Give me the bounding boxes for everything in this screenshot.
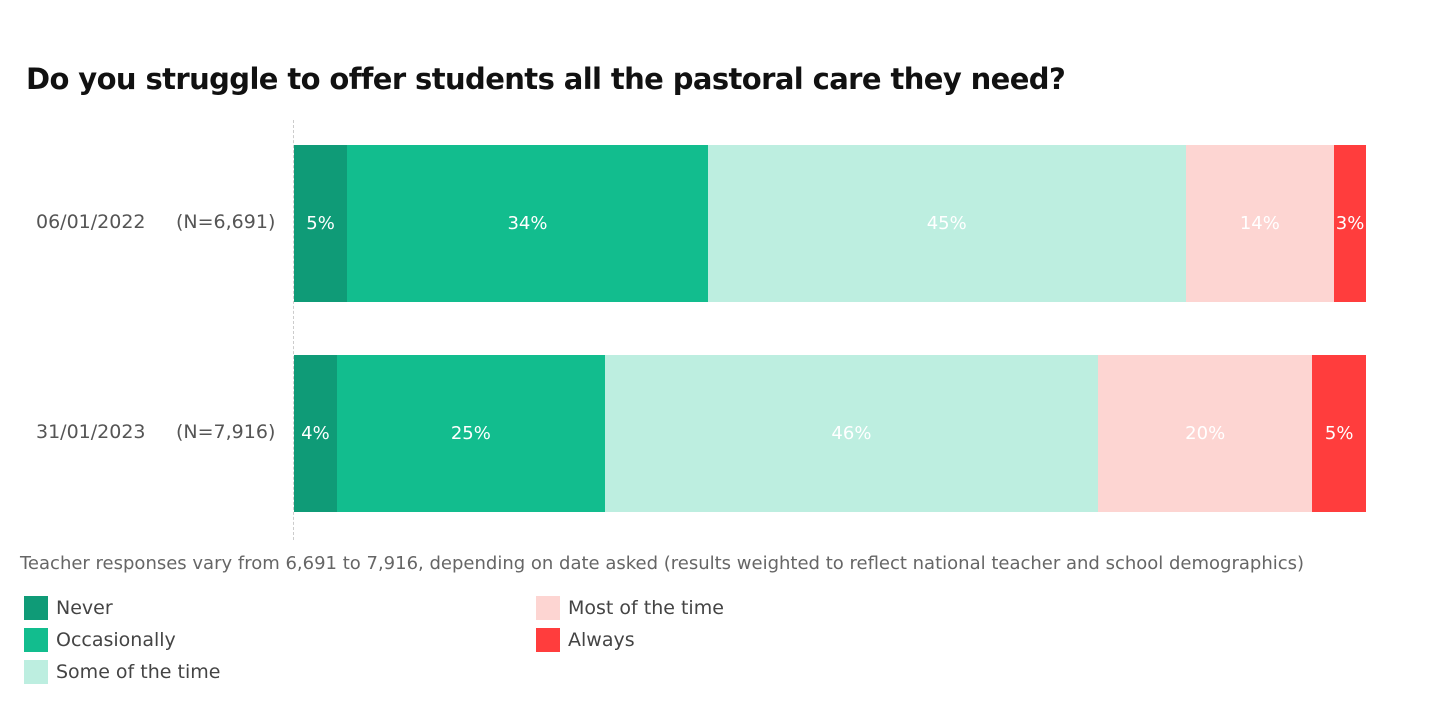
- legend-item: Never: [24, 596, 113, 620]
- data-label: 45%: [926, 213, 967, 234]
- data-label: 5%: [306, 213, 335, 234]
- data-label: 3%: [1335, 213, 1365, 234]
- bar-segment-some-of-the-time: 46%: [604, 355, 1098, 512]
- data-label: 20%: [1185, 423, 1226, 444]
- legend-item: Occasionally: [24, 628, 176, 652]
- category-label: 06/01/2022: [36, 211, 146, 233]
- axis-line: [293, 120, 294, 540]
- data-label: 25%: [450, 423, 491, 444]
- data-label: 14%: [1239, 213, 1280, 234]
- data-label: 46%: [831, 423, 872, 444]
- bar-segment-never: 5%: [294, 145, 348, 302]
- bar-segment-occasionally: 25%: [336, 355, 605, 512]
- legend-swatch: [24, 628, 48, 652]
- bar-segment-never: 4%: [294, 355, 337, 512]
- legend-label: Never: [56, 597, 113, 619]
- stacked-bar: 5% 34% 45% 14% 3%: [294, 145, 1366, 302]
- legend-swatch: [536, 628, 560, 652]
- legend-label: Some of the time: [56, 661, 221, 683]
- legend-label: Occasionally: [56, 629, 176, 651]
- bar-segment-occasionally: 34%: [347, 145, 708, 302]
- legend-swatch: [536, 596, 560, 620]
- bar-segment-always: 5%: [1312, 355, 1366, 512]
- data-label: 4%: [301, 423, 330, 444]
- chart-note: Teacher responses vary from 6,691 to 7,9…: [20, 553, 1305, 574]
- sample-size-label: (N=7,916): [176, 421, 276, 443]
- legend-swatch: [24, 596, 48, 620]
- legend-swatch: [24, 660, 48, 684]
- sample-size-label: (N=6,691): [176, 211, 276, 233]
- data-label: 34%: [507, 213, 548, 234]
- bar-segment-most-of-the-time: 20%: [1097, 355, 1313, 512]
- chart-title: Do you struggle to offer students all th…: [26, 62, 1066, 96]
- category-label: 31/01/2023: [36, 421, 146, 443]
- legend-label: Always: [568, 629, 635, 651]
- legend-item: Most of the time: [536, 596, 724, 620]
- stacked-bar: 4% 25% 46% 20% 5%: [294, 355, 1366, 512]
- legend-item: Some of the time: [24, 660, 220, 684]
- bar-segment-most-of-the-time: 14%: [1185, 145, 1335, 302]
- legend-label: Most of the time: [568, 597, 724, 619]
- bar-segment-always: 3%: [1334, 145, 1366, 302]
- data-label: 5%: [1324, 423, 1354, 444]
- legend-item: Always: [536, 628, 635, 652]
- bar-segment-some-of-the-time: 45%: [707, 145, 1186, 302]
